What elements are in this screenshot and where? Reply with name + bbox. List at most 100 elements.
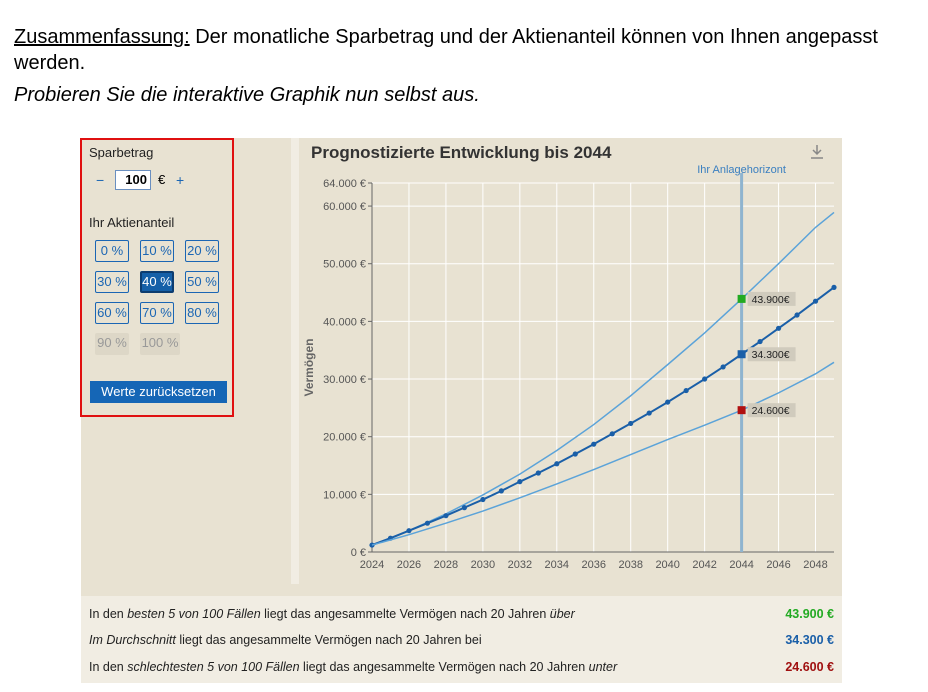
- currency-label: €: [158, 172, 166, 187]
- summary-text: besten 5 von 100 Fällen: [127, 607, 261, 621]
- summary-text: In den: [89, 660, 128, 674]
- series-line-median: [371, 286, 835, 547]
- summary-panel: In den besten 5 von 100 Fällen liegt das…: [81, 596, 842, 683]
- summary-text: Im Durchschnitt: [89, 633, 176, 647]
- summary-value: 24.600 €: [785, 660, 834, 674]
- marker-label-bg: [747, 291, 796, 306]
- median-point: [757, 338, 763, 345]
- median-point: [702, 376, 708, 382]
- stock-share-option[interactable]: 40 %: [140, 271, 174, 293]
- y-axis-label: Vermögen: [302, 338, 316, 396]
- y-tick-label: 60.000 €: [323, 201, 366, 213]
- reset-button[interactable]: Werte zurücksetzen: [90, 381, 227, 403]
- x-tick-label: 2042: [692, 559, 716, 571]
- summary-text: über: [549, 607, 575, 621]
- median-point: [591, 441, 597, 447]
- projection-chart: 2024 2026 2028 2030 2032 2034 2036 2038 2040 2042…: [302, 164, 837, 571]
- series-line-upper: [371, 211, 835, 546]
- summary-text: unter: [588, 660, 618, 674]
- median-point: [406, 528, 412, 534]
- controls-panel: Sparbetrag − 100 € + Ihr Aktienanteil 0 …: [81, 138, 291, 584]
- median-point: [775, 325, 782, 331]
- median-point: [480, 496, 486, 503]
- y-tick-label: 50.000 €: [323, 259, 366, 271]
- amount-input[interactable]: 100: [115, 170, 151, 190]
- summary-value: 43.900 €: [785, 607, 834, 621]
- increase-amount-button[interactable]: +: [176, 172, 185, 188]
- stock-share-option[interactable]: 30 %: [95, 271, 129, 293]
- summary-row: Im Durchschnitt liegt das angesammelte V…: [89, 633, 482, 647]
- summary-text: schlechtesten 5 von 100 Fällen: [127, 660, 300, 674]
- intro-italic: Probieren Sie die interaktive Graphik nu…: [14, 84, 480, 106]
- x-tick-label: 2040: [655, 559, 679, 571]
- chart-title: Prognostizierte Entwicklung bis 2044: [311, 143, 612, 162]
- y-tick-label: 30.000 €: [323, 374, 366, 386]
- x-tick-label: 2030: [471, 559, 495, 571]
- horizon-label: Ihr Anlagehorizont: [697, 164, 786, 176]
- y-tick-label: 40.000 €: [323, 316, 366, 328]
- summary-text: liegt das angesammelte Vermögen nach 20 …: [299, 660, 589, 674]
- x-tick-label: 2032: [508, 559, 532, 571]
- stock-share-option[interactable]: 80 %: [185, 302, 219, 324]
- median-point: [628, 420, 634, 427]
- median-point: [609, 431, 615, 437]
- x-tick-label: 2038: [618, 559, 642, 571]
- stock-share-option[interactable]: 70 %: [140, 302, 174, 324]
- median-point: [461, 505, 467, 511]
- intro-text: Zusammenfassung: Der monatliche Sparbetr…: [14, 24, 914, 76]
- median-point: [554, 461, 560, 467]
- download-icon[interactable]: [809, 144, 825, 165]
- median-point: [646, 410, 652, 416]
- x-tick-label: 2024: [360, 559, 384, 571]
- highlight-frame: [80, 138, 234, 417]
- median-point: [831, 284, 837, 290]
- marker-label-best: 43.900€: [752, 294, 790, 306]
- summary-text: liegt das angesammelte Vermögen nach 20 …: [175, 633, 482, 647]
- stock-share-option[interactable]: 60 %: [95, 302, 129, 324]
- intro-body: Der monatliche Sparbetrag und der Aktien…: [14, 26, 878, 74]
- marker-best: [737, 294, 746, 303]
- savings-widget: Sparbetrag − 100 € + Ihr Aktienanteil 0 …: [81, 138, 842, 683]
- marker-worst: [737, 406, 746, 415]
- summary-text: In den: [89, 607, 128, 621]
- y-tick-label: 64.000 €: [323, 178, 366, 190]
- aktienanteil-label: Ihr Aktienanteil: [89, 215, 175, 230]
- marker-label-bg: [747, 347, 796, 362]
- median-point: [443, 513, 449, 519]
- summary-text: liegt das angesammelte Vermögen nach 20 …: [260, 607, 550, 621]
- median-point: [683, 387, 689, 394]
- marker-avg: [737, 350, 746, 359]
- x-tick-label: 2036: [582, 559, 606, 571]
- median-point: [424, 520, 431, 526]
- x-tick-label: 2044: [729, 559, 753, 571]
- stock-share-option: 100 %: [140, 333, 180, 355]
- marker-label-avg: 34.300€: [752, 349, 790, 361]
- x-tick-label: 2046: [766, 559, 790, 571]
- marker-label-worst: 24.600€: [752, 405, 790, 417]
- stock-share-option[interactable]: 0 %: [95, 240, 129, 262]
- marker-label-bg: [747, 403, 796, 418]
- x-tick-label: 2048: [803, 559, 827, 571]
- chart-panel: Prognostizierte Entwicklung bis 2044 202…: [299, 138, 842, 584]
- stock-share-option: 90 %: [95, 333, 129, 355]
- x-tick-label: 2028: [434, 559, 458, 571]
- stock-share-option[interactable]: 50 %: [185, 271, 219, 293]
- median-point: [812, 298, 819, 304]
- series-line-lower: [371, 361, 835, 546]
- y-tick-label: 0 €: [351, 547, 366, 559]
- summary-row: In den schlechtesten 5 von 100 Fällen li…: [89, 660, 617, 674]
- median-point: [720, 364, 726, 370]
- decrease-amount-button[interactable]: −: [96, 172, 105, 188]
- intro-heading: Zusammenfassung:: [14, 26, 190, 48]
- y-tick-label: 10.000 €: [323, 489, 366, 501]
- stock-share-option[interactable]: 20 %: [185, 240, 219, 262]
- median-point: [535, 470, 541, 476]
- x-tick-label: 2026: [397, 559, 421, 571]
- median-point: [665, 399, 671, 405]
- y-tick-label: 20.000 €: [323, 432, 366, 444]
- panel-divider: [291, 138, 299, 584]
- stock-share-option[interactable]: 10 %: [140, 240, 174, 262]
- x-tick-label: 2034: [545, 559, 569, 571]
- summary-row: In den besten 5 von 100 Fällen liegt das…: [89, 607, 575, 621]
- median-point: [572, 451, 578, 457]
